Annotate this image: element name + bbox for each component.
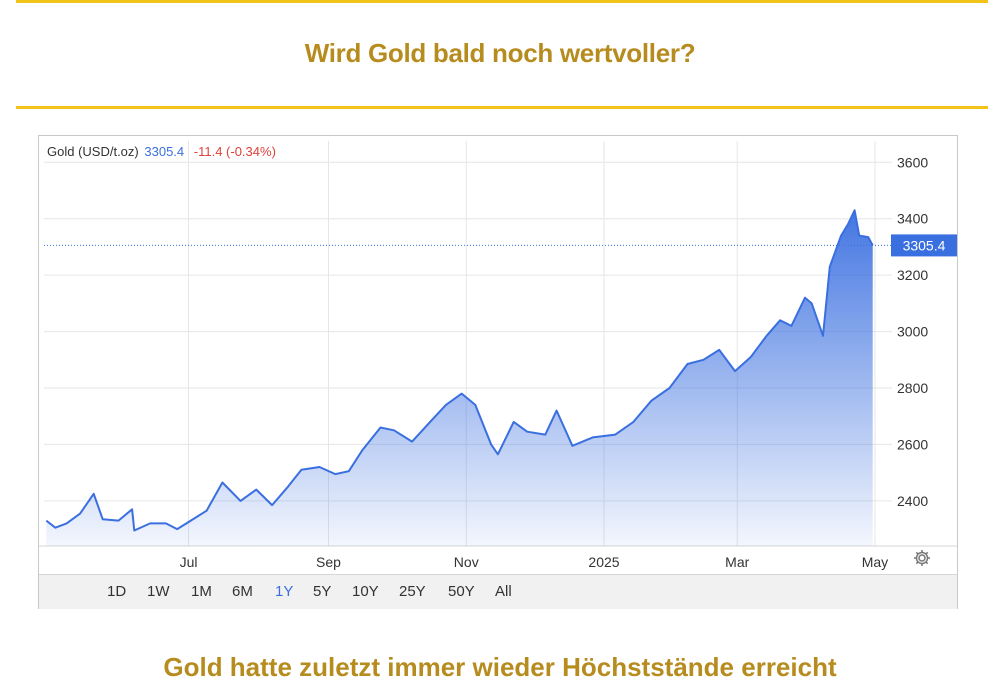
series-line-gold <box>45 209 874 532</box>
y-tick-label-2800: 2800 <box>897 380 928 396</box>
gold-price-chart[interactable]: 2400 2600 2800 3000 3200 3400 3600 Jul Sep Nov 202… <box>39 136 957 574</box>
range-button-5y[interactable]: 5Y <box>313 583 332 600</box>
x-tick-label-nov: Nov <box>454 554 479 570</box>
range-button-1d[interactable]: 1D <box>107 583 127 600</box>
range-button-10y[interactable]: 10Y <box>352 583 379 600</box>
x-tick-label-mar: Mar <box>725 554 749 570</box>
last-value-label: 3305.4 <box>903 237 946 253</box>
x-tick-label-sep: Sep <box>316 554 341 570</box>
legend-change: -11.4 (-0.34%) <box>193 144 276 159</box>
legend-price: 3305.4 <box>144 144 185 159</box>
range-button-1m[interactable]: 1M <box>191 583 212 600</box>
y-tick-label-3400: 3400 <box>897 211 928 227</box>
y-tick-label-3000: 3000 <box>897 324 928 340</box>
headline-accent-rule <box>16 106 988 109</box>
settings-gear-icon[interactable] <box>912 548 932 568</box>
headline: Wird Gold bald noch wertvoller? <box>304 38 696 68</box>
range-button-50y[interactable]: 50Y <box>448 583 475 600</box>
y-tick-label-2600: 2600 <box>897 436 928 452</box>
range-button-1w[interactable]: 1W <box>147 583 170 600</box>
chart-legend: Gold (USD/t.oz) 3305.4 -11.4 (-0.34%) <box>47 144 276 159</box>
range-button-6m[interactable]: 6M <box>232 583 253 600</box>
x-tick-label-jul: Jul <box>180 554 198 570</box>
y-tick-label-2400: 2400 <box>897 493 928 509</box>
last-value-badge <box>891 234 957 257</box>
top-accent-rule <box>16 0 988 3</box>
range-button-25y[interactable]: 25Y <box>399 583 426 600</box>
caption: Gold hatte zuletzt immer wieder Höchstst… <box>163 652 837 682</box>
legend-instrument-name: Gold (USD/t.oz) <box>47 144 139 159</box>
range-toolbar: 1D 1W 1M 6M 1Y 5Y 10Y 25Y 50Y All <box>39 574 957 609</box>
chart-widget: 2400 2600 2800 3000 3200 3400 3600 Jul Sep Nov 202… <box>38 135 958 609</box>
y-tick-label-3200: 3200 <box>897 267 928 283</box>
series-area-gold <box>46 210 873 547</box>
y-tick-label-3600: 3600 <box>897 154 928 170</box>
range-button-1y[interactable]: 1Y <box>275 583 294 600</box>
x-tick-label-may: May <box>862 554 888 570</box>
x-tick-label-2025: 2025 <box>588 554 619 570</box>
range-button-all[interactable]: All <box>495 583 512 600</box>
